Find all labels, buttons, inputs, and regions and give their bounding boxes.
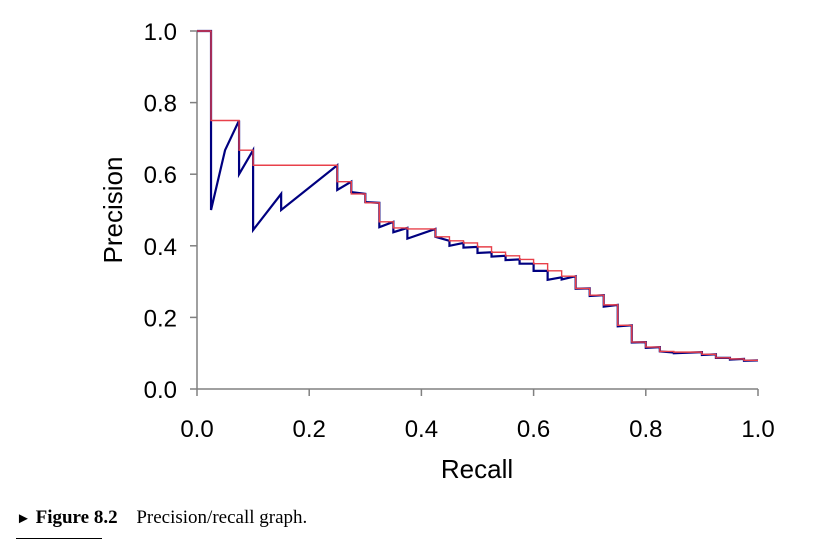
x-tick-label: 0.8 xyxy=(629,416,662,443)
y-tick-label: 0.2 xyxy=(144,305,177,332)
caption-marker-icon: ► xyxy=(16,511,31,527)
caption-rule xyxy=(16,538,102,539)
x-axis-title: Recall xyxy=(441,454,513,484)
x-tick-label: 0.4 xyxy=(405,416,438,443)
y-tick-label: 0.4 xyxy=(144,234,177,261)
y-tick-label: 0.6 xyxy=(144,162,177,189)
x-tick-label: 0.6 xyxy=(517,416,550,443)
series-line-interpolated-precision xyxy=(197,30,758,362)
precision-recall-chart: 0.0 0.2 0.4 0.6 0.8 1.0 0.0 0.2 0.4 0.6 0.8 1.0 Rec… xyxy=(98,19,775,484)
x-tick-label: 0.2 xyxy=(293,416,326,443)
series-line-precision xyxy=(197,29,759,362)
x-tick-label: 1.0 xyxy=(741,416,774,443)
series-layer xyxy=(197,29,759,362)
y-tick-label: 0.8 xyxy=(144,91,177,118)
x-tick-label: 0.0 xyxy=(180,416,213,443)
y-axis-title: Precision xyxy=(98,157,128,264)
caption-figure-label: Figure 8.2 xyxy=(35,507,118,528)
figure-caption: ► Figure 8.2 Precision/recall graph. xyxy=(16,507,307,529)
y-tick-label: 1.0 xyxy=(144,19,177,46)
axes: 0.0 0.2 0.4 0.6 0.8 1.0 0.0 0.2 0.4 0.6 0.8 1.0 xyxy=(144,19,775,443)
y-tick-label: 0.0 xyxy=(144,377,177,404)
caption-text: Precision/recall graph. xyxy=(136,507,308,528)
